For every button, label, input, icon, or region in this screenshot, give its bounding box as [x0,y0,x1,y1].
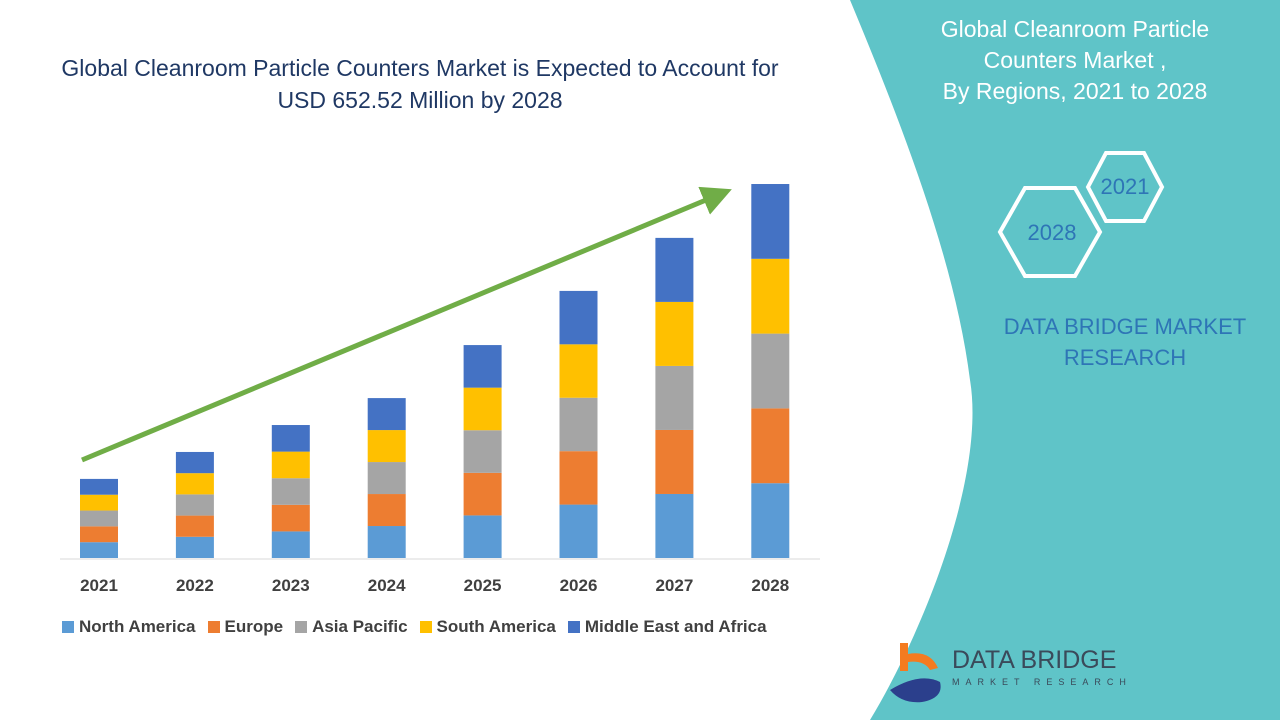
bar-2021-asia-pacific [80,510,118,527]
legend-label: Europe [224,617,284,636]
bar-2021-middle-east-and-africa [80,478,118,495]
panel-title-line: Counters Market , [983,47,1167,73]
legend-item: Asia Pacific [295,617,408,637]
hex-label-2028: 2028 [1027,220,1077,245]
bar-2022-europe [175,515,214,537]
panel-title-line: By Regions, 2021 to 2028 [942,78,1208,104]
x-tick-label: 2026 [559,576,598,595]
bar-2027-europe [655,429,694,494]
legend: North America Europe Asia Pacific South Ame… [62,617,767,637]
teal-panel [850,0,1280,720]
bar-2021-south-america [80,494,118,511]
bar-2028-middle-east-and-africa [751,184,790,259]
bar-2023-middle-east-and-africa [271,425,310,452]
brand-text: DATA BRIDGE MARKET RESEARCH [985,311,1265,373]
x-tick-label: 2023 [271,576,310,595]
bar-2022-asia-pacific [175,494,214,516]
bar-2027-middle-east-and-africa [655,237,694,302]
bar-2024-europe [367,494,406,527]
bar-2025-asia-pacific [463,430,502,473]
bar-2027-asia-pacific [655,365,694,430]
bar-2027-north-america [655,493,694,558]
legend-swatch [419,621,432,633]
bar-2022-north-america [175,536,214,558]
legend-label: Asia Pacific [312,617,408,636]
hex-label-2021: 2021 [1100,174,1150,199]
x-tick-label: 2024 [367,576,406,595]
bar-2025-middle-east-and-africa [463,345,502,388]
bar-2028-asia-pacific [751,333,790,409]
panel-title: Global Cleanroom Particle Counters Marke… [905,14,1245,107]
bar-2026-middle-east-and-africa [559,290,598,345]
legend-item: Europe [207,617,284,637]
bar-2024-north-america [367,526,406,558]
x-tick-label: 2027 [655,576,694,595]
bar-2026-south-america [559,344,598,398]
legend-label: North America [79,617,196,636]
bar-2028-europe [751,408,790,484]
bar-2023-south-america [271,451,310,479]
chart-title: Global Cleanroom Particle Counters Marke… [61,55,779,113]
bar-2028-north-america [751,483,790,558]
legend-swatch [207,621,220,633]
bar-2024-asia-pacific [367,462,406,495]
bar-2023-europe [271,504,310,532]
legend-swatch [567,621,580,633]
brand-line: DATA BRIDGE MARKET [1003,314,1247,339]
trend-arrow [81,186,732,463]
bar-2023-north-america [271,531,310,558]
x-tick-label: 2028 [751,576,790,595]
logo-tagline: MARKET RESEARCH [952,677,1132,687]
bar-2022-south-america [175,473,214,495]
x-tick-label: 2025 [463,576,502,595]
bar-2026-north-america [559,504,598,558]
legend-item: North America [62,617,196,637]
bar-2021-north-america [80,542,118,558]
x-tick-label: 2022 [175,576,214,595]
bar-2027-south-america [655,301,694,366]
logo-icon [890,643,941,703]
legend-label: South America [436,617,556,636]
bar-2025-south-america [463,387,502,431]
bar-2026-europe [559,451,598,505]
bar-2023-asia-pacific [271,478,310,505]
bar-2024-south-america [367,430,406,463]
brand-line: RESEARCH [1063,345,1187,370]
bar-2025-north-america [463,515,502,558]
hexagon-2021 [1085,151,1165,223]
panel-title-line: Global Cleanroom Particle [940,16,1210,42]
legend-swatch [62,621,74,633]
legend-item: South America [419,617,556,637]
bar-2028-south-america [751,258,790,334]
x-tick-label: 2021 [80,576,118,595]
legend-label: Middle East and Africa [584,617,767,636]
legend-swatch [295,621,308,633]
logo-name: DATA BRIDGE [952,646,1117,674]
legend-item: Middle East and Africa [567,617,767,637]
bar-2021-europe [80,526,118,543]
bar-2025-europe [463,472,502,516]
bar-2024-middle-east-and-africa [367,398,406,431]
hexagon-2028 [997,186,1103,278]
bar-2026-asia-pacific [559,397,598,452]
bar-2022-middle-east-and-africa [175,451,214,474]
